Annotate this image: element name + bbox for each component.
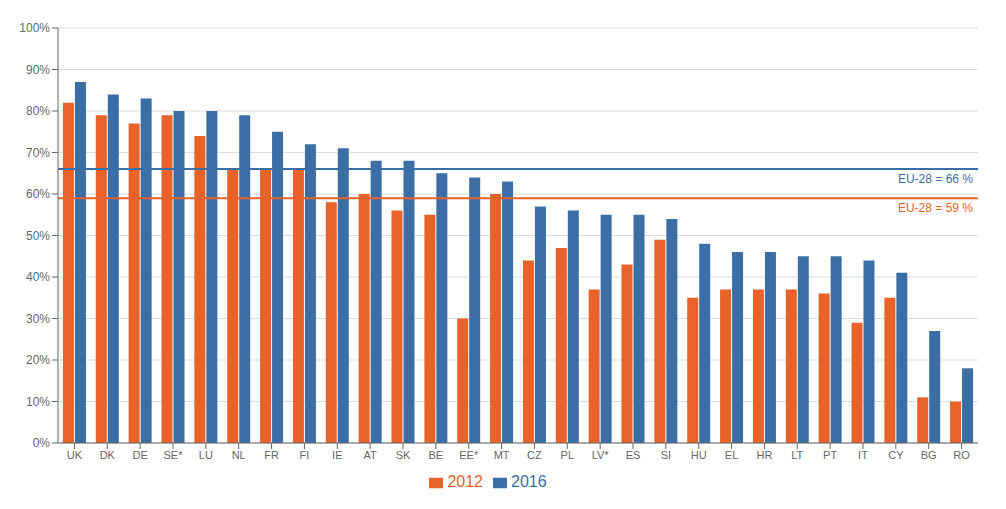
svg-text:IE: IE xyxy=(332,449,342,461)
svg-text:CY: CY xyxy=(888,449,904,461)
svg-text:SK: SK xyxy=(396,449,411,461)
svg-text:80%: 80% xyxy=(26,104,50,118)
svg-text:60%: 60% xyxy=(26,187,50,201)
svg-text:PL: PL xyxy=(561,449,574,461)
svg-text:FR: FR xyxy=(264,449,279,461)
svg-text:0%: 0% xyxy=(33,436,51,450)
svg-text:DK: DK xyxy=(100,449,116,461)
svg-text:LT: LT xyxy=(791,449,803,461)
svg-text:EE*: EE* xyxy=(459,449,479,461)
svg-text:CZ: CZ xyxy=(527,449,542,461)
svg-text:SE*: SE* xyxy=(164,449,184,461)
svg-text:EU-28 = 59 %: EU-28 = 59 % xyxy=(898,201,973,215)
svg-text:100%: 100% xyxy=(19,21,50,35)
svg-text:RO: RO xyxy=(953,449,970,461)
svg-text:HU: HU xyxy=(691,449,707,461)
svg-text:UK: UK xyxy=(67,449,83,461)
svg-text:MT: MT xyxy=(494,449,510,461)
svg-text:FI: FI xyxy=(300,449,310,461)
svg-text:LU: LU xyxy=(199,449,213,461)
svg-text:30%: 30% xyxy=(26,312,50,326)
html-text:2012: 2012 xyxy=(447,473,483,490)
svg-text:IT: IT xyxy=(858,449,868,461)
svg-text:BG: BG xyxy=(921,449,937,461)
svg-text:50%: 50% xyxy=(26,229,50,243)
svg-text:10%: 10% xyxy=(26,395,50,409)
svg-text:PT: PT xyxy=(823,449,837,461)
svg-text:LV*: LV* xyxy=(592,449,610,461)
svg-text:SI: SI xyxy=(661,449,671,461)
svg-text:20%: 20% xyxy=(26,353,50,367)
svg-text:NL: NL xyxy=(232,449,246,461)
svg-text:90%: 90% xyxy=(26,63,50,77)
svg-text:EL: EL xyxy=(725,449,738,461)
html-text:2016: 2016 xyxy=(511,473,547,490)
svg-text:BE: BE xyxy=(429,449,444,461)
svg-text:70%: 70% xyxy=(26,146,50,160)
svg-text:DE: DE xyxy=(133,449,148,461)
svg-text:HR: HR xyxy=(756,449,772,461)
svg-text:EU-28 = 66 %: EU-28 = 66 % xyxy=(898,172,973,186)
svg-text:ES: ES xyxy=(626,449,641,461)
svg-text:40%: 40% xyxy=(26,270,50,284)
svg-text:AT: AT xyxy=(364,449,378,461)
